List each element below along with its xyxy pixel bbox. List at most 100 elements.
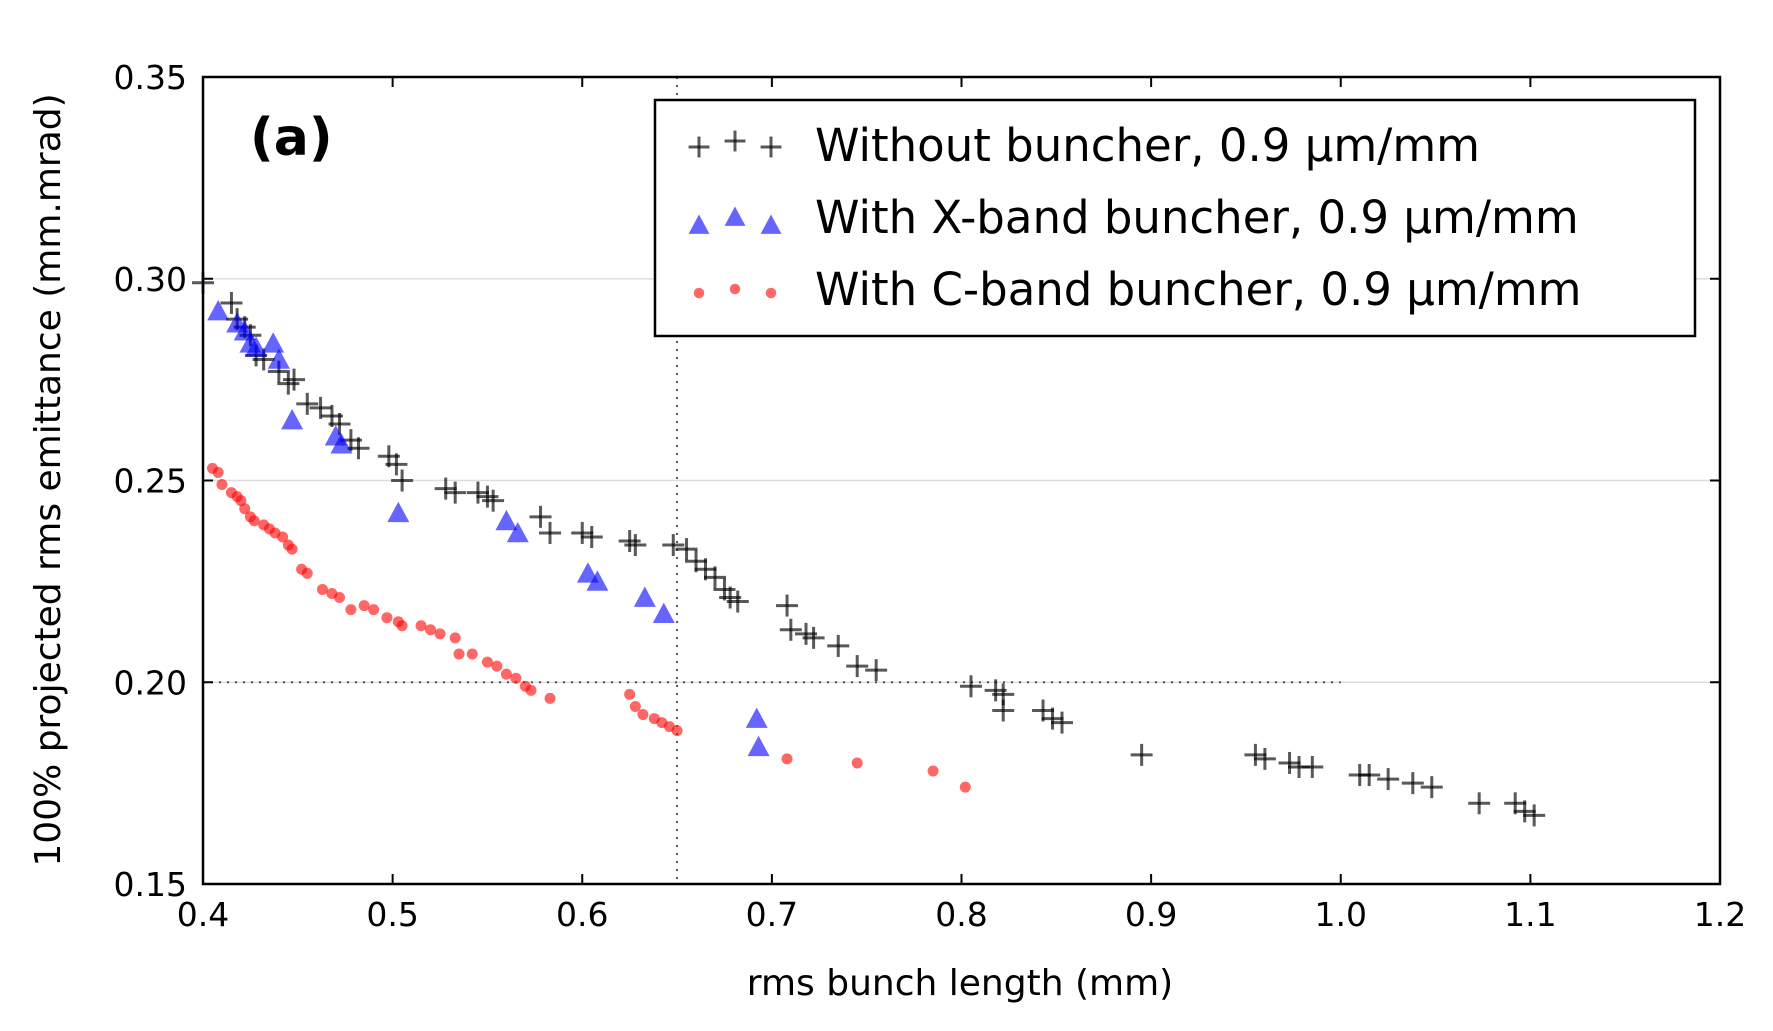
x-axis-title: rms bunch length (mm) bbox=[747, 963, 1173, 1004]
data-point-dot bbox=[212, 466, 224, 478]
legend-marker-dot bbox=[693, 287, 705, 299]
data-point-plus bbox=[1301, 755, 1324, 778]
data-point-plus bbox=[1468, 792, 1491, 815]
data-point-triangle bbox=[330, 433, 353, 454]
data-point-plus bbox=[1377, 768, 1400, 791]
data-point-plus bbox=[529, 505, 552, 528]
data-point-plus bbox=[1420, 776, 1443, 799]
reference-lines bbox=[203, 77, 1341, 884]
data-point-dot bbox=[629, 700, 641, 712]
data-point-dot bbox=[851, 757, 863, 769]
data-point-plus bbox=[482, 489, 505, 512]
x-tick-label: 0.9 bbox=[1125, 895, 1177, 934]
data-point-plus bbox=[466, 481, 489, 504]
data-point-triangle bbox=[745, 707, 768, 728]
data-point-plus bbox=[675, 538, 698, 561]
legend-marker-triangle bbox=[724, 206, 746, 226]
series-triangle bbox=[207, 300, 770, 757]
data-point-plus bbox=[1358, 764, 1381, 787]
legend-marker-triangle bbox=[688, 214, 710, 234]
x-tick-label: 1.0 bbox=[1315, 895, 1367, 934]
x-tick-label: 0.8 bbox=[935, 895, 987, 934]
data-point-plus bbox=[992, 699, 1015, 722]
series-dot bbox=[206, 462, 971, 793]
data-point-dot bbox=[381, 612, 393, 624]
data-point-dot bbox=[525, 684, 537, 696]
data-point-dot bbox=[637, 709, 649, 721]
data-point-dot bbox=[510, 672, 522, 684]
y-tick-label: 0.35 bbox=[114, 58, 187, 97]
data-point-dot bbox=[368, 604, 380, 616]
data-point-plus bbox=[539, 521, 562, 544]
data-point-plus bbox=[865, 659, 888, 682]
data-point-plus bbox=[1278, 751, 1301, 774]
data-point-plus bbox=[776, 594, 799, 617]
data-point-triangle bbox=[747, 735, 770, 757]
data-point-plus bbox=[662, 534, 685, 557]
data-point-triangle bbox=[245, 336, 268, 357]
x-tick-label: 1.2 bbox=[1694, 895, 1746, 934]
legend-marker-plus bbox=[688, 136, 710, 158]
data-point-dot bbox=[415, 620, 427, 632]
legend-marker-triangle bbox=[760, 214, 782, 234]
legend-marker-plus bbox=[760, 136, 782, 158]
data-point-triangle bbox=[633, 586, 656, 607]
data-point-triangle bbox=[495, 509, 518, 531]
data-point-dot bbox=[449, 632, 461, 644]
data-point-dot bbox=[781, 753, 793, 765]
data-point-plus bbox=[434, 477, 457, 500]
data-point-triangle bbox=[281, 408, 304, 430]
data-point-dot bbox=[216, 479, 228, 491]
panel-label: (a) bbox=[250, 108, 333, 168]
x-tick-label: 0.4 bbox=[177, 895, 229, 934]
data-point-triangle bbox=[506, 521, 529, 543]
data-point-plus bbox=[959, 675, 982, 698]
plot-frame bbox=[201, 75, 1722, 886]
y-tick-label: 0.25 bbox=[114, 462, 187, 501]
data-point-dot bbox=[453, 648, 465, 660]
data-point-plus bbox=[220, 291, 243, 314]
data-point-plus bbox=[779, 618, 802, 641]
legend: Without buncher, 0.9 µm/mm With X-band bu… bbox=[653, 98, 1697, 338]
x-tick-label: 0.5 bbox=[366, 895, 418, 934]
y-tick-label: 0.15 bbox=[114, 865, 187, 904]
data-point-triangle bbox=[652, 602, 675, 624]
data-point-plus bbox=[624, 534, 647, 557]
data-point-dot bbox=[434, 628, 446, 640]
data-point-plus bbox=[385, 453, 408, 476]
data-point-plus bbox=[1253, 747, 1276, 770]
legend-label: With C-band buncher, 0.9 µm/mm bbox=[815, 263, 1582, 316]
axis-ticks: 0.15 0.20 0.25 0.30 0.35 0.4 0.5 0.6 0.7 0.8 0.9 1.… bbox=[114, 58, 1747, 934]
data-point-plus bbox=[618, 530, 641, 553]
y-tick-label: 0.20 bbox=[114, 663, 187, 702]
data-point-plus bbox=[726, 590, 749, 613]
data-point-dot bbox=[301, 567, 313, 579]
data-point-plus bbox=[802, 626, 825, 649]
data-point-plus bbox=[827, 634, 850, 657]
data-point-plus bbox=[1244, 743, 1267, 766]
legend-label: Without buncher, 0.9 µm/mm bbox=[815, 119, 1480, 172]
data-point-plus bbox=[703, 566, 726, 589]
data-points bbox=[192, 271, 1546, 827]
data-point-plus bbox=[1401, 772, 1424, 795]
data-point-dot bbox=[500, 668, 512, 680]
data-point-dot bbox=[396, 620, 408, 632]
x-tick-label: 1.1 bbox=[1504, 895, 1556, 934]
y-axis-title: 100% projected rms emittance (mm.mrad) bbox=[28, 93, 69, 866]
data-point-triangle bbox=[586, 570, 609, 591]
data-point-plus bbox=[391, 469, 414, 492]
data-point-dot bbox=[239, 503, 251, 515]
data-point-plus bbox=[580, 525, 603, 548]
legend-box bbox=[653, 98, 1697, 338]
data-point-dot bbox=[671, 725, 683, 737]
data-point-triangle bbox=[576, 562, 599, 583]
y-tick-label: 0.30 bbox=[114, 260, 187, 299]
data-point-plus bbox=[1130, 743, 1153, 766]
data-point-plus bbox=[1041, 707, 1064, 730]
data-point-dot bbox=[345, 604, 357, 616]
data-point-dot bbox=[481, 656, 493, 668]
data-point-dot bbox=[491, 660, 503, 672]
data-point-dot bbox=[466, 648, 478, 660]
data-point-plus bbox=[347, 437, 370, 460]
